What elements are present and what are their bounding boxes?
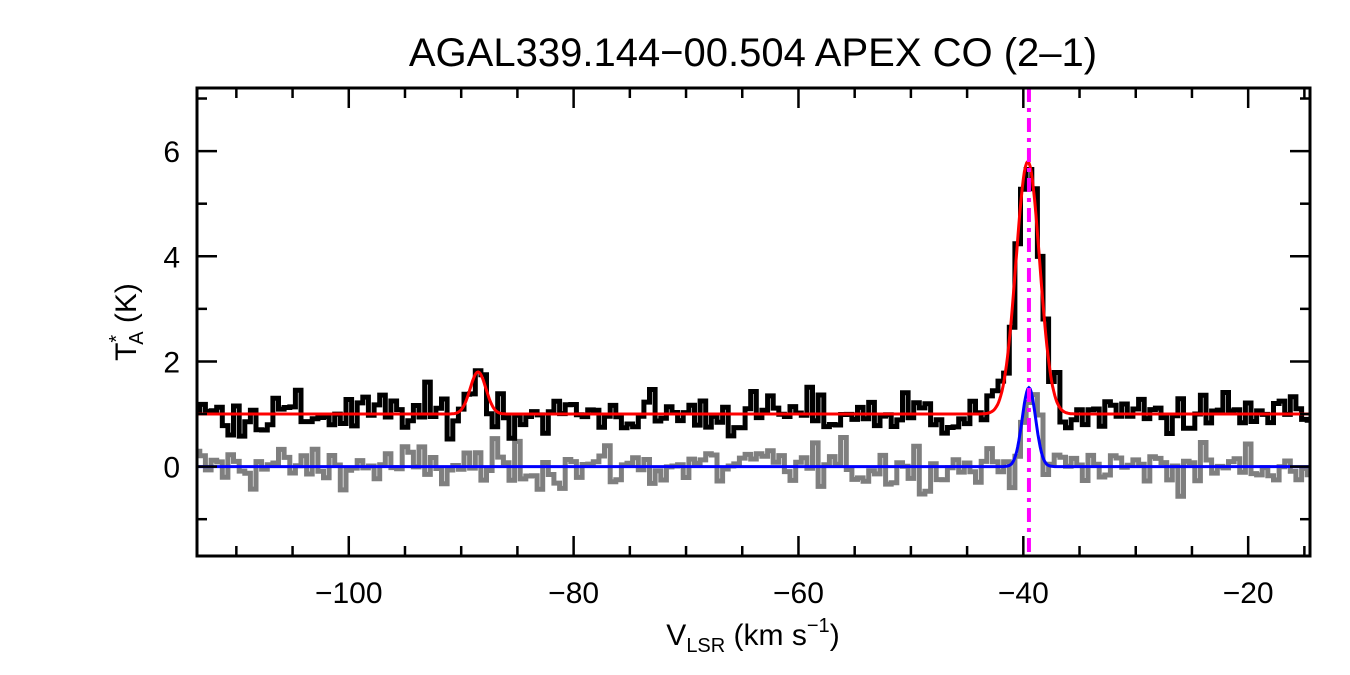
- plot-area: [197, 88, 1310, 556]
- y-tick-label: 2: [163, 346, 180, 379]
- y-tick-label: 4: [163, 241, 180, 274]
- spectrum-step-black: [197, 167, 1310, 442]
- fit-line-blue: [197, 385, 1310, 469]
- x-axis-label-main: V: [666, 619, 686, 652]
- x-axis-label-sub: LSR: [686, 635, 725, 657]
- x-tick-label: −100: [315, 577, 383, 610]
- x-axis-label-close: ): [830, 619, 840, 652]
- x-tick-label: −80: [548, 577, 599, 610]
- y-axis-label-main: T: [110, 343, 143, 361]
- y-axis-label-sub: A: [126, 331, 148, 345]
- x-tick-label: −40: [998, 577, 1049, 610]
- y-axis-label-rest: (K): [110, 283, 143, 331]
- y-tick-label: 0: [163, 452, 180, 485]
- x-tick-label: −60: [773, 577, 824, 610]
- plot-content: [197, 88, 1310, 556]
- axis-ticks: [197, 88, 1310, 556]
- y-axis-label: T*A (K): [106, 283, 148, 361]
- y-axis-label-sup: *: [106, 335, 128, 343]
- x-axis-label-rest: (km s: [725, 619, 807, 652]
- y-tick-label: 6: [163, 136, 180, 169]
- x-tick-labels: −100 −80 −60 −40 −20: [315, 577, 1274, 610]
- plot-frame: [195, 86, 1312, 558]
- y-tick-labels: 0 2 4 6: [163, 136, 180, 485]
- x-axis-label: VLSR (km s−1): [666, 615, 839, 657]
- x-axis-label-sup: −1: [807, 615, 830, 637]
- x-tick-label: −20: [1223, 577, 1274, 610]
- fit-line-red: [197, 159, 1310, 416]
- chart-title: AGAL339.144−00.504 APEX CO (2–1): [409, 31, 1097, 75]
